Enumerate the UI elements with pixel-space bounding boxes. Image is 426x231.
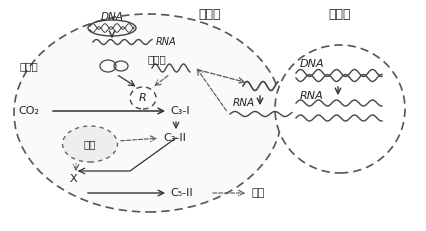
Text: 蛋白: 蛋白 <box>251 188 265 198</box>
Ellipse shape <box>274 45 404 173</box>
Text: 叶绿体: 叶绿体 <box>198 9 221 21</box>
Text: DNA: DNA <box>101 12 123 22</box>
Text: C₅-II: C₅-II <box>170 188 192 198</box>
Text: 淀粉: 淀粉 <box>83 139 96 149</box>
Ellipse shape <box>130 87 155 109</box>
Text: C₃-II: C₃-II <box>163 133 185 143</box>
Text: RNA: RNA <box>155 37 176 47</box>
Text: 细胞核: 细胞核 <box>328 9 351 21</box>
Text: RNA: RNA <box>299 91 323 101</box>
Text: DNA: DNA <box>299 59 324 69</box>
Text: C₃-I: C₃-I <box>170 106 189 116</box>
Text: RNA: RNA <box>233 98 254 108</box>
Text: 大亚基: 大亚基 <box>20 61 39 71</box>
Text: R: R <box>139 93 147 103</box>
Text: X: X <box>69 174 77 184</box>
Text: CO₂: CO₂ <box>18 106 39 116</box>
Text: 小亚基: 小亚基 <box>148 54 167 64</box>
Ellipse shape <box>62 126 117 162</box>
Ellipse shape <box>14 14 281 212</box>
